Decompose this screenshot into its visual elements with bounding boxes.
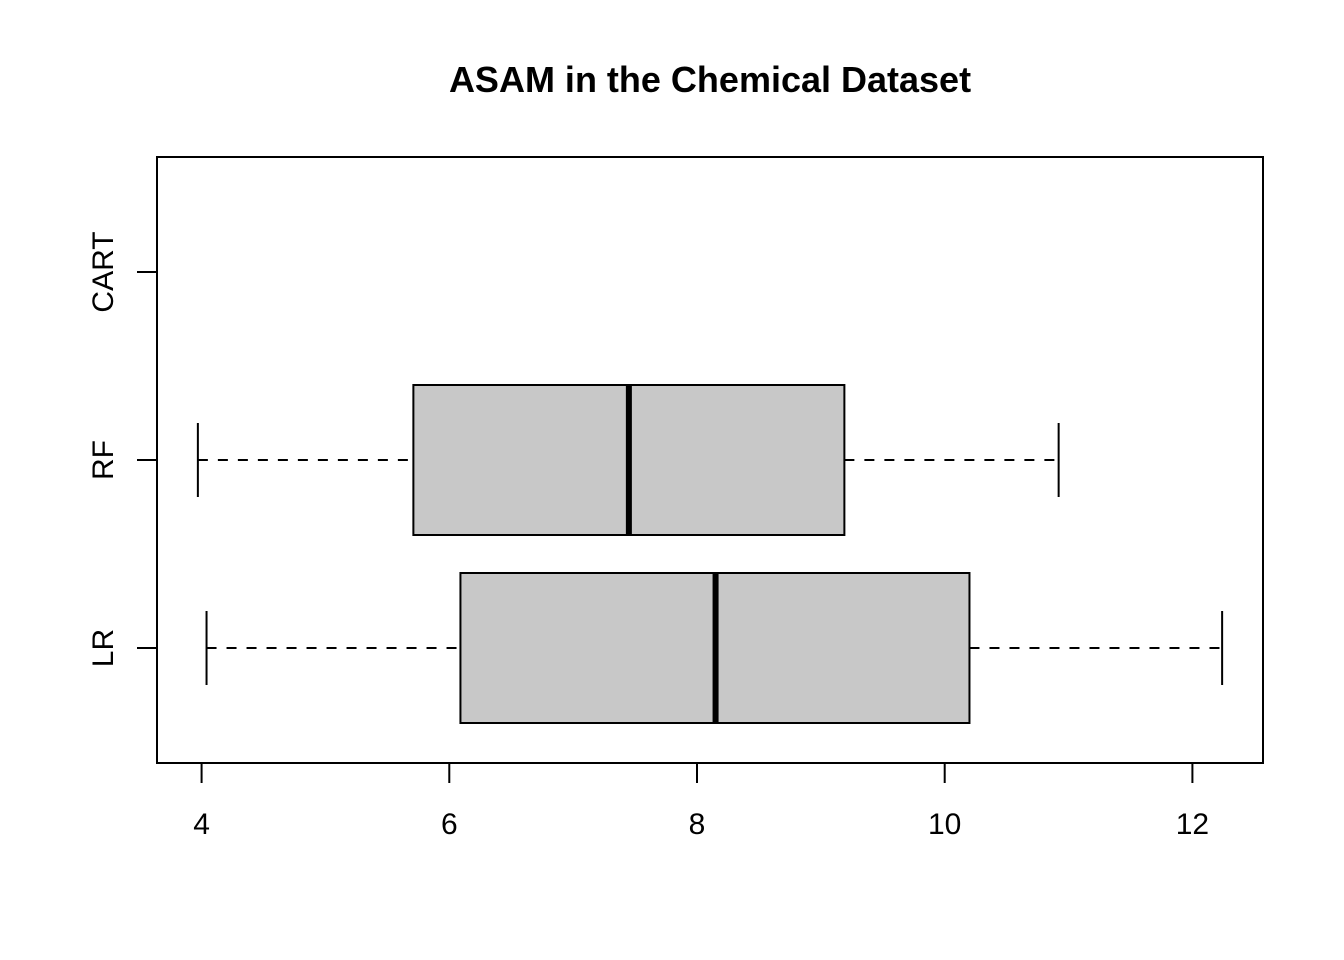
x-tick-label: 6 [441,808,458,841]
x-tick-label: 10 [928,808,961,841]
box-lr [205,572,1224,724]
x-tick-label: 12 [1176,808,1209,841]
box-rf [196,384,1060,536]
y-tick-label: CART [87,231,120,312]
y-tick-label: LR [87,629,120,667]
y-tick-label: RF [87,440,120,480]
x-tick-label: 8 [689,808,706,841]
x-axis: 4 6 8 10 12 [193,762,1209,841]
x-tick-label: 4 [193,808,210,841]
boxes-layer [196,384,1224,724]
chart-title: ASAM in the Chemical Dataset [449,59,971,100]
y-axis: LR RF CART [87,231,158,667]
